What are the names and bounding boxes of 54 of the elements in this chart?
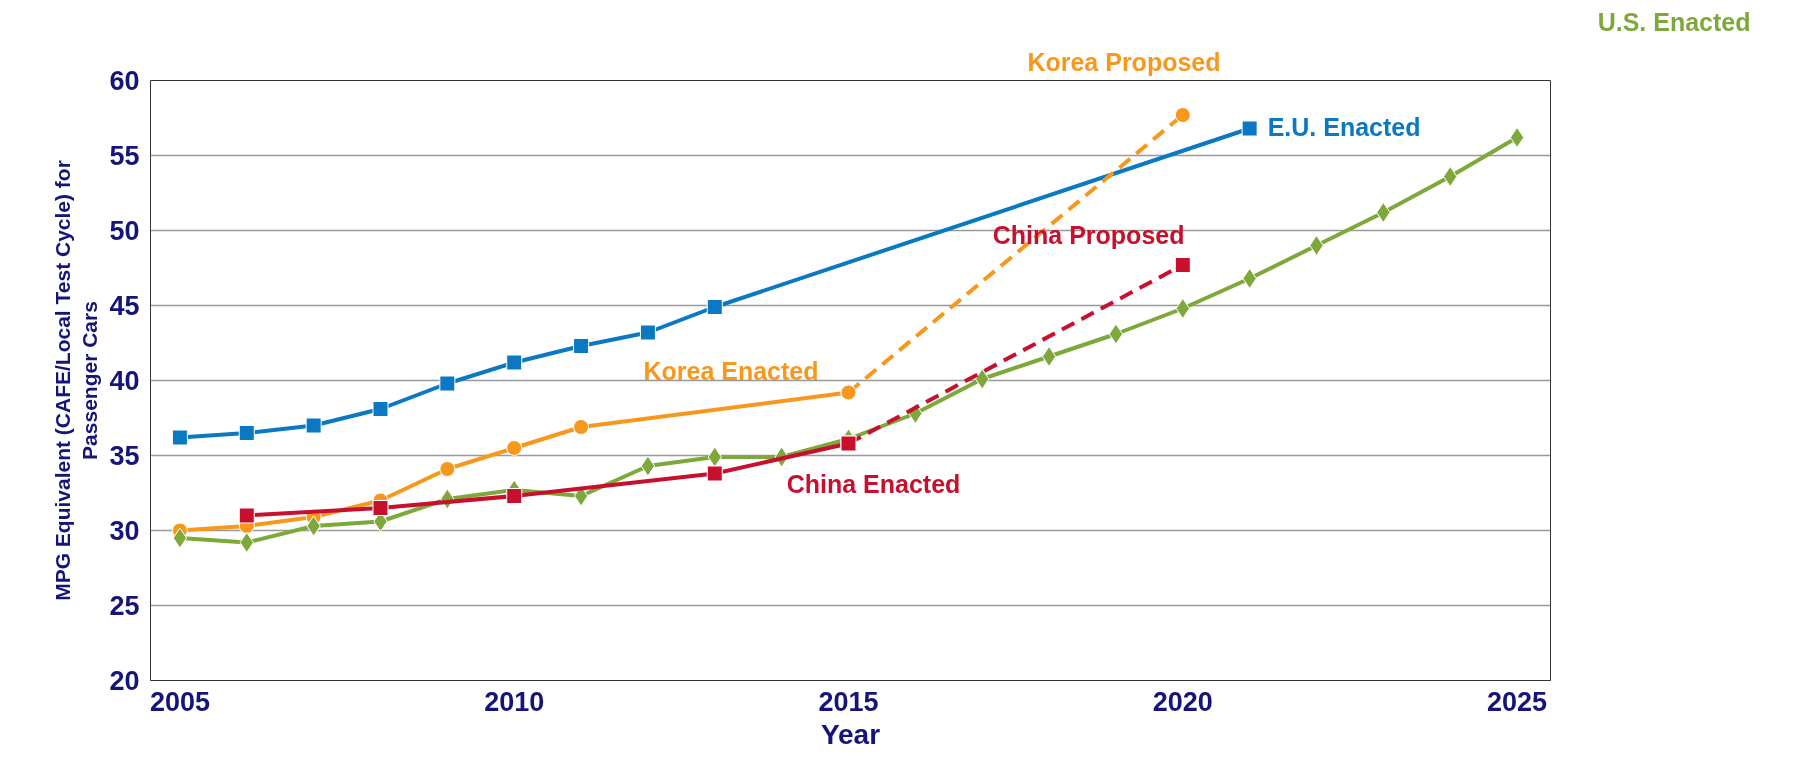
point	[1241, 120, 1258, 137]
point	[706, 299, 723, 315]
point	[1309, 235, 1324, 256]
y-tick-label: 60	[109, 66, 140, 96]
y-tick-label: 30	[109, 516, 140, 546]
point	[1242, 268, 1257, 289]
point	[640, 455, 656, 477]
series-label: Korea Enacted	[643, 356, 819, 385]
point	[439, 461, 456, 477]
y-tick-label: 50	[109, 216, 140, 246]
point	[1376, 202, 1391, 223]
point	[506, 354, 523, 371]
point	[573, 485, 589, 507]
y-tick-label: 35	[109, 441, 140, 471]
x-tick-label: 2005	[149, 686, 210, 717]
y-tick-label: 45	[109, 291, 140, 321]
point	[706, 465, 723, 482]
point	[239, 532, 254, 553]
x-tick-label: 2010	[484, 686, 545, 717]
point	[639, 324, 656, 341]
y-tick-label: 55	[109, 141, 140, 171]
series-label: Korea Proposed	[1027, 47, 1221, 76]
point	[506, 488, 523, 504]
series-label: China Enacted	[786, 469, 961, 498]
point	[1174, 107, 1191, 123]
y-tick-label: 40	[109, 366, 140, 396]
x-tick-label: 2020	[1152, 686, 1213, 717]
point	[1174, 257, 1191, 273]
point	[372, 401, 389, 417]
x-tick-label: 2025	[1487, 686, 1548, 717]
point	[238, 507, 255, 524]
point	[305, 417, 322, 434]
point	[573, 419, 590, 435]
point	[840, 384, 857, 401]
point	[1509, 127, 1525, 148]
point	[171, 429, 188, 446]
point	[439, 375, 456, 392]
series-label: E.U. Enacted	[1267, 112, 1421, 141]
point	[238, 425, 255, 441]
point	[372, 500, 389, 516]
point	[1443, 166, 1458, 187]
point	[506, 440, 523, 456]
x-tick-label: 2015	[818, 686, 879, 717]
point	[1041, 346, 1057, 367]
point	[573, 338, 590, 354]
point	[172, 527, 188, 549]
y-tick-label: 20	[109, 666, 140, 696]
y-axis-title: MPG Equivalent (CAFE/Local Test Cycle) for Passenger Cars	[50, 160, 102, 601]
text: U.S. Enacted	[1597, 7, 1751, 36]
series-label: China Proposed	[992, 221, 1185, 249]
point	[1175, 298, 1190, 319]
point	[1108, 323, 1124, 345]
y-tick-label: 25	[109, 591, 140, 621]
x-axis-title: Year	[820, 718, 881, 750]
